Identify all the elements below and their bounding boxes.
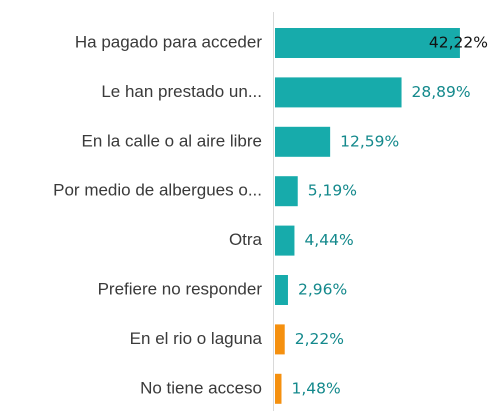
- category-label: Por medio de albergues o...: [53, 181, 262, 200]
- bar: [275, 77, 402, 108]
- category-label: No tiene acceso: [140, 378, 262, 397]
- value-label: 2,96%: [298, 281, 347, 299]
- value-label: 5,19%: [308, 182, 357, 200]
- value-label: 12,59%: [340, 132, 399, 150]
- bar: [275, 275, 288, 305]
- bar: [275, 28, 460, 58]
- category-label: Prefiere no responder: [98, 279, 263, 298]
- category-label: Le han prestado un...: [101, 82, 262, 101]
- bar: [275, 324, 285, 355]
- bar: [275, 373, 282, 404]
- category-label: Otra: [229, 230, 263, 249]
- bar: [275, 225, 295, 256]
- category-label: Ha pagado para acceder: [75, 32, 262, 51]
- value-label: 28,89%: [412, 83, 471, 101]
- value-label: 1,48%: [291, 379, 340, 397]
- category-label: En el rio o laguna: [130, 329, 263, 348]
- category-label: En la calle o al aire libre: [82, 131, 262, 150]
- bar: [275, 176, 298, 207]
- value-label: 42,22%: [429, 34, 488, 52]
- value-label: 2,22%: [295, 330, 344, 348]
- value-label: 4,44%: [304, 231, 353, 249]
- bar: [275, 126, 331, 157]
